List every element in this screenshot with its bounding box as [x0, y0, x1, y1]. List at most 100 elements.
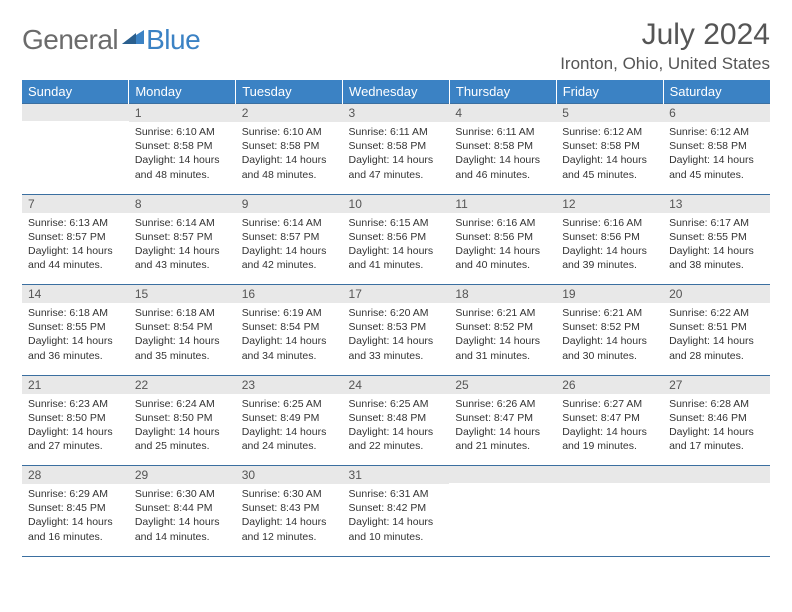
daylight-text-1: Daylight: 14 hours [669, 334, 764, 348]
daynum-row: 28293031 [22, 466, 770, 485]
day-content: Sunrise: 6:15 AMSunset: 8:56 PMDaylight:… [343, 213, 450, 279]
sunset-text: Sunset: 8:58 PM [135, 139, 230, 153]
sunrise-text: Sunrise: 6:23 AM [28, 397, 123, 411]
daynum-row: 21222324252627 [22, 375, 770, 394]
day-content-cell: Sunrise: 6:31 AMSunset: 8:42 PMDaylight:… [343, 484, 450, 556]
day-number: 17 [343, 285, 450, 303]
daylight-text-1: Daylight: 14 hours [669, 244, 764, 258]
weekday-header: Sunday [22, 80, 129, 104]
day-number: 18 [449, 285, 556, 303]
day-number: 5 [556, 104, 663, 122]
logo-text-blue: Blue [146, 24, 200, 56]
sunrise-text: Sunrise: 6:20 AM [349, 306, 444, 320]
day-number-cell: 1 [129, 104, 236, 123]
daylight-text-2: and 48 minutes. [242, 168, 337, 182]
weekday-header-row: SundayMondayTuesdayWednesdayThursdayFrid… [22, 80, 770, 104]
sunrise-text: Sunrise: 6:30 AM [242, 487, 337, 501]
sunset-text: Sunset: 8:50 PM [135, 411, 230, 425]
sunset-text: Sunset: 8:48 PM [349, 411, 444, 425]
day-number: 8 [129, 195, 236, 213]
daylight-text-1: Daylight: 14 hours [455, 153, 550, 167]
day-content-cell [449, 484, 556, 556]
daylight-text-1: Daylight: 14 hours [242, 244, 337, 258]
day-number-cell: 22 [129, 375, 236, 394]
week-row: Sunrise: 6:13 AMSunset: 8:57 PMDaylight:… [22, 213, 770, 285]
daylight-text-1: Daylight: 14 hours [349, 244, 444, 258]
day-number-cell: 19 [556, 285, 663, 304]
daylight-text-2: and 10 minutes. [349, 530, 444, 544]
day-content: Sunrise: 6:30 AMSunset: 8:44 PMDaylight:… [129, 484, 236, 550]
day-content-cell: Sunrise: 6:18 AMSunset: 8:54 PMDaylight:… [129, 303, 236, 375]
sunset-text: Sunset: 8:50 PM [28, 411, 123, 425]
day-number: 7 [22, 195, 129, 213]
daynum-row: 14151617181920 [22, 285, 770, 304]
daylight-text-2: and 38 minutes. [669, 258, 764, 272]
sunrise-text: Sunrise: 6:10 AM [242, 125, 337, 139]
daylight-text-2: and 33 minutes. [349, 349, 444, 363]
sunset-text: Sunset: 8:56 PM [562, 230, 657, 244]
sunrise-text: Sunrise: 6:25 AM [242, 397, 337, 411]
day-content-cell: Sunrise: 6:17 AMSunset: 8:55 PMDaylight:… [663, 213, 770, 285]
daylight-text-1: Daylight: 14 hours [562, 334, 657, 348]
day-content-cell: Sunrise: 6:25 AMSunset: 8:49 PMDaylight:… [236, 394, 343, 466]
daylight-text-1: Daylight: 14 hours [135, 153, 230, 167]
day-number-cell: 4 [449, 104, 556, 123]
day-number: 30 [236, 466, 343, 484]
day-content: Sunrise: 6:26 AMSunset: 8:47 PMDaylight:… [449, 394, 556, 460]
daylight-text-2: and 25 minutes. [135, 439, 230, 453]
weekday-header: Saturday [663, 80, 770, 104]
daylight-text-1: Daylight: 14 hours [135, 244, 230, 258]
day-number: 29 [129, 466, 236, 484]
day-content-cell [663, 484, 770, 556]
sunset-text: Sunset: 8:56 PM [349, 230, 444, 244]
day-number-cell: 14 [22, 285, 129, 304]
sunrise-text: Sunrise: 6:29 AM [28, 487, 123, 501]
day-number: 16 [236, 285, 343, 303]
sunset-text: Sunset: 8:58 PM [669, 139, 764, 153]
daylight-text-1: Daylight: 14 hours [669, 425, 764, 439]
sunset-text: Sunset: 8:56 PM [455, 230, 550, 244]
day-number-cell: 30 [236, 466, 343, 485]
weekday-header: Tuesday [236, 80, 343, 104]
sunrise-text: Sunrise: 6:22 AM [669, 306, 764, 320]
day-content: Sunrise: 6:30 AMSunset: 8:43 PMDaylight:… [236, 484, 343, 550]
daynum-row: 78910111213 [22, 194, 770, 213]
weekday-header: Monday [129, 80, 236, 104]
day-content: Sunrise: 6:18 AMSunset: 8:55 PMDaylight:… [22, 303, 129, 369]
daylight-text-2: and 16 minutes. [28, 530, 123, 544]
daylight-text-1: Daylight: 14 hours [349, 425, 444, 439]
day-number-cell: 20 [663, 285, 770, 304]
day-number: 20 [663, 285, 770, 303]
daylight-text-1: Daylight: 14 hours [242, 515, 337, 529]
day-number-cell: 17 [343, 285, 450, 304]
day-content-cell: Sunrise: 6:22 AMSunset: 8:51 PMDaylight:… [663, 303, 770, 375]
sunset-text: Sunset: 8:46 PM [669, 411, 764, 425]
day-number: 24 [343, 376, 450, 394]
daylight-text-1: Daylight: 14 hours [28, 515, 123, 529]
sunset-text: Sunset: 8:58 PM [242, 139, 337, 153]
day-content: Sunrise: 6:28 AMSunset: 8:46 PMDaylight:… [663, 394, 770, 460]
day-number-cell: 27 [663, 375, 770, 394]
day-content: Sunrise: 6:13 AMSunset: 8:57 PMDaylight:… [22, 213, 129, 279]
day-number-cell: 10 [343, 194, 450, 213]
daylight-text-2: and 48 minutes. [135, 168, 230, 182]
daylight-text-1: Daylight: 14 hours [242, 334, 337, 348]
daylight-text-2: and 34 minutes. [242, 349, 337, 363]
sunrise-text: Sunrise: 6:31 AM [349, 487, 444, 501]
daylight-text-1: Daylight: 14 hours [135, 425, 230, 439]
empty-day-number [556, 466, 663, 483]
daylight-text-1: Daylight: 14 hours [455, 334, 550, 348]
daylight-text-1: Daylight: 14 hours [349, 515, 444, 529]
daylight-text-1: Daylight: 14 hours [562, 153, 657, 167]
daylight-text-2: and 19 minutes. [562, 439, 657, 453]
daylight-text-2: and 35 minutes. [135, 349, 230, 363]
empty-day-number [22, 104, 129, 121]
day-content: Sunrise: 6:11 AMSunset: 8:58 PMDaylight:… [343, 122, 450, 188]
sunset-text: Sunset: 8:55 PM [669, 230, 764, 244]
day-content-cell: Sunrise: 6:21 AMSunset: 8:52 PMDaylight:… [449, 303, 556, 375]
month-title: July 2024 [560, 18, 770, 52]
sunrise-text: Sunrise: 6:26 AM [455, 397, 550, 411]
day-content: Sunrise: 6:25 AMSunset: 8:48 PMDaylight:… [343, 394, 450, 460]
day-number: 12 [556, 195, 663, 213]
daylight-text-1: Daylight: 14 hours [28, 334, 123, 348]
